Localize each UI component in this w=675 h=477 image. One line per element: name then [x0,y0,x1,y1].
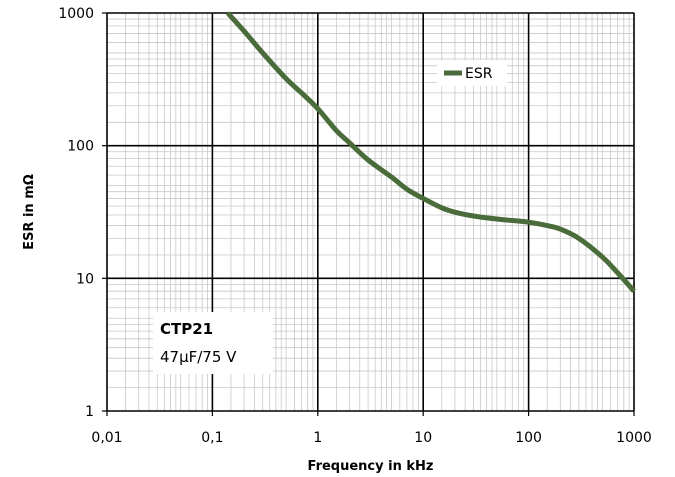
x-tick-label: 1 [313,430,322,446]
x-tick-label: 10 [414,430,432,446]
x-tick-label: 1000 [616,430,652,446]
legend-label-esr: ESR [465,66,493,82]
y-axis-label: ESR in mΩ [22,174,37,250]
annotation-background [153,312,273,374]
y-axis-ticks: 1 10 100 1000 [58,6,107,420]
minor-gridlines [107,13,634,411]
x-tick-label: 0,01 [91,430,122,446]
annotation-box: CTP21 47µF/75 V [153,312,273,374]
legend: ESR [437,60,507,86]
series-line-esr [225,11,636,293]
x-axis-label: Frequency in kHz [308,459,434,474]
y-tick-label: 1 [85,404,94,420]
plot-border [106,12,635,412]
x-axis-ticks: 0,01 0,1 1 10 100 1000 [91,411,652,446]
annotation-title: CTP21 [160,320,213,338]
y-tick-label: 1000 [58,6,94,22]
y-tick-label: 100 [67,139,94,155]
series-layer [225,11,636,293]
y-tick-label: 10 [76,271,94,287]
x-tick-label: 100 [515,430,542,446]
annotation-text: 47µF/75 V [160,348,237,366]
x-tick-label: 0,1 [201,430,223,446]
